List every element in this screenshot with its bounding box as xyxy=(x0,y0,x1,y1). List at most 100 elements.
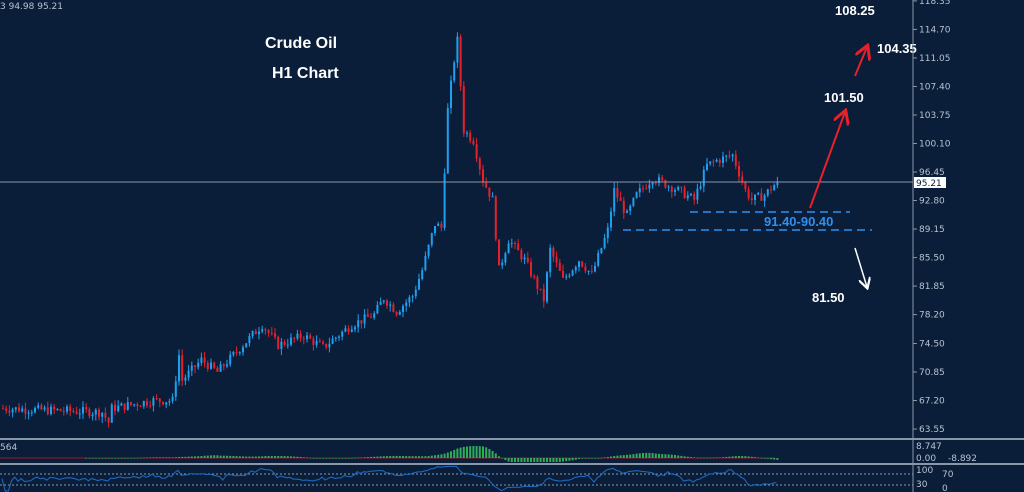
macd-bar xyxy=(370,456,372,458)
macd-bar xyxy=(139,457,142,459)
candle-body xyxy=(658,177,660,183)
candle-body xyxy=(606,227,609,238)
candle-body xyxy=(114,404,116,411)
candle-body xyxy=(517,243,520,251)
macd-bar xyxy=(741,455,744,458)
y-tick-label: 118.35 xyxy=(919,0,951,7)
macd-bar xyxy=(203,455,206,458)
macd-bar xyxy=(616,455,619,458)
candle-body xyxy=(667,186,670,188)
candle-body xyxy=(469,132,472,141)
y-tick-label: 100.10 xyxy=(919,139,951,149)
candle-body xyxy=(462,86,465,134)
macd-bar xyxy=(363,457,366,458)
macd-bar xyxy=(376,456,379,458)
macd-bar xyxy=(766,458,769,459)
candle-body xyxy=(312,338,315,345)
macd-bar xyxy=(658,453,660,458)
macd-bar xyxy=(715,457,718,459)
macd-bar xyxy=(421,456,424,458)
macd-bar xyxy=(91,458,94,459)
macd-bar xyxy=(488,448,491,458)
candle-body xyxy=(482,169,484,183)
macd-bar xyxy=(725,456,728,458)
macd-bar xyxy=(267,455,270,458)
macd-bar xyxy=(190,456,193,458)
target-108: 108.25 xyxy=(835,3,875,18)
candle-body xyxy=(366,314,369,317)
macd-bar xyxy=(142,457,145,459)
macd-bar xyxy=(555,458,558,462)
candle-body xyxy=(453,62,456,81)
macd-bar xyxy=(149,457,152,458)
candle-body xyxy=(661,177,664,181)
candle-body xyxy=(696,188,699,200)
candle-body xyxy=(562,270,564,278)
candle-body xyxy=(581,261,584,267)
macd-bar xyxy=(254,456,257,458)
candle-body xyxy=(446,108,449,174)
candle-body xyxy=(190,365,193,371)
macd-bar xyxy=(683,456,686,458)
price-axis: 118.35 114.70 111.05 107.40 103.75 100.10 96.4… xyxy=(913,0,951,435)
candle-body xyxy=(158,398,161,402)
macd-tick-zero: 0.00 xyxy=(916,454,936,464)
macd-bar xyxy=(350,457,353,459)
candle-body xyxy=(488,187,491,197)
candle-body xyxy=(338,336,340,338)
macd-bar xyxy=(539,458,542,462)
macd-bar xyxy=(235,456,238,458)
rsi-line xyxy=(1,465,777,492)
macd-bar xyxy=(280,456,283,458)
macd-bar xyxy=(424,456,427,458)
ohlc-readout: 3 94.98 95.21 xyxy=(0,2,63,12)
macd-bar xyxy=(437,454,440,458)
candle-body xyxy=(533,276,536,278)
macd-bar xyxy=(520,458,523,462)
rsi-tick-100: 100 xyxy=(916,466,933,476)
candle-body xyxy=(206,362,209,369)
candle-body xyxy=(136,404,139,407)
candle-body xyxy=(315,341,318,345)
candle-body xyxy=(30,412,33,414)
candle-body xyxy=(222,364,225,367)
macd-bar xyxy=(379,456,382,458)
candle-body xyxy=(622,200,625,213)
candle-body xyxy=(264,329,267,331)
macd-bar xyxy=(299,457,302,458)
candle-body xyxy=(354,327,356,330)
candle-body xyxy=(59,409,62,412)
candle-body xyxy=(491,196,494,198)
macd-bar xyxy=(466,446,468,458)
macd-bar xyxy=(210,455,212,458)
macd-bar xyxy=(158,457,161,458)
macd-bar xyxy=(738,455,740,458)
macd-bar xyxy=(542,458,545,462)
candle-body xyxy=(699,186,702,189)
candle-body xyxy=(299,333,302,339)
candle-body xyxy=(232,352,235,355)
macd-bar xyxy=(482,446,484,458)
candle-body xyxy=(139,406,142,408)
y-tick-label: 67.20 xyxy=(919,397,945,407)
candle-body xyxy=(619,197,622,201)
chart-title: Crude Oil xyxy=(265,35,337,52)
macd-bar xyxy=(731,456,734,458)
target-81: 81.50 xyxy=(812,290,845,305)
candle-body xyxy=(750,198,753,201)
candle-body xyxy=(645,188,648,190)
macd-bar xyxy=(222,455,225,458)
candle-body xyxy=(549,247,552,273)
candle-body xyxy=(674,190,676,192)
macd-bar xyxy=(418,456,420,458)
candle-body xyxy=(126,402,129,410)
macd-bar xyxy=(414,456,417,458)
macd-bar xyxy=(386,456,388,458)
macd-bar xyxy=(360,457,363,459)
candle-body xyxy=(558,262,561,271)
macd-bar xyxy=(382,456,385,458)
macd-bar xyxy=(341,458,344,459)
macd-bar xyxy=(670,454,673,458)
candle-body xyxy=(379,301,382,305)
candle-body xyxy=(251,331,254,336)
